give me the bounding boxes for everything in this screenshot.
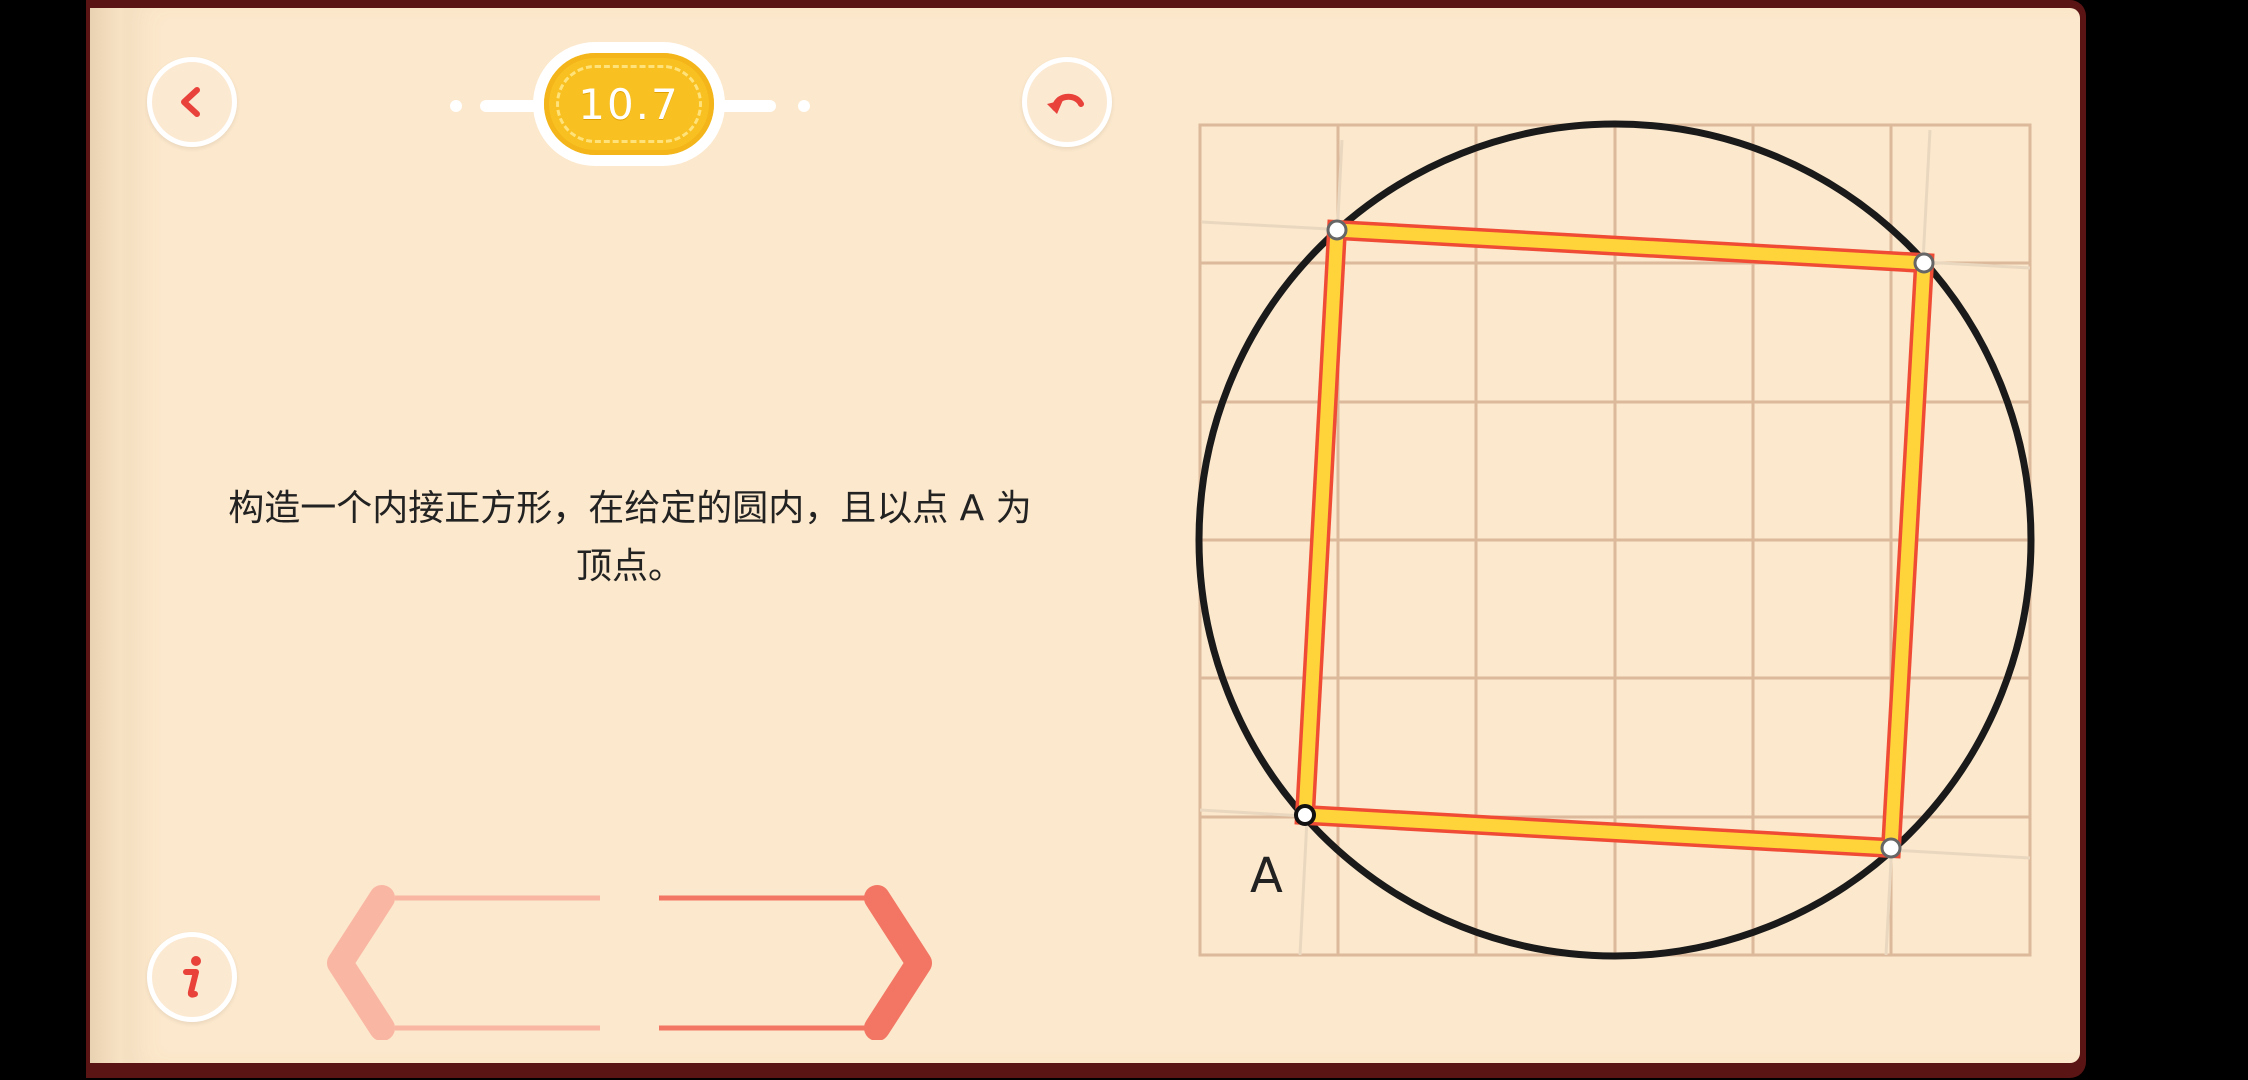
square-vertex-bottom-right[interactable] xyxy=(1880,837,1902,859)
level-track-dot-right xyxy=(798,100,810,112)
page-spine xyxy=(90,8,140,1063)
info-icon xyxy=(183,956,201,998)
undo-button[interactable] xyxy=(1022,57,1112,147)
chevron-left-icon xyxy=(327,885,395,1040)
square-vertex-top-left[interactable] xyxy=(1326,219,1348,241)
back-button[interactable] xyxy=(147,57,237,147)
level-badge-inner: 10.7 xyxy=(544,53,714,155)
book-page xyxy=(90,8,2080,1063)
given-circle xyxy=(1195,120,2035,960)
chevron-left-icon xyxy=(181,87,200,117)
point-a[interactable] xyxy=(1294,804,1316,826)
level-track-dot-left xyxy=(450,100,462,112)
level-badge: 10.7 xyxy=(533,42,725,166)
level-progress-track xyxy=(450,96,810,112)
chevron-right-icon xyxy=(864,885,932,1040)
task-prompt: 构造一个内接正方形，在给定的圆内，且以点 A 为 顶点。 xyxy=(130,480,1130,596)
task-prompt-line-1: 构造一个内接正方形，在给定的圆内，且以点 A 为 xyxy=(228,488,1032,529)
next-button[interactable] xyxy=(655,880,945,1040)
point-a-label: A xyxy=(1250,848,1283,904)
level-track-bar-left xyxy=(480,100,550,112)
level-track-bar-right xyxy=(716,100,776,112)
level-number: 10.7 xyxy=(578,79,680,129)
info-button[interactable] xyxy=(147,932,237,1022)
square-vertex-top-right[interactable] xyxy=(1913,252,1935,274)
prev-button[interactable] xyxy=(320,880,610,1040)
task-prompt-line-2: 顶点。 xyxy=(575,546,684,587)
undo-icon xyxy=(1047,93,1084,114)
